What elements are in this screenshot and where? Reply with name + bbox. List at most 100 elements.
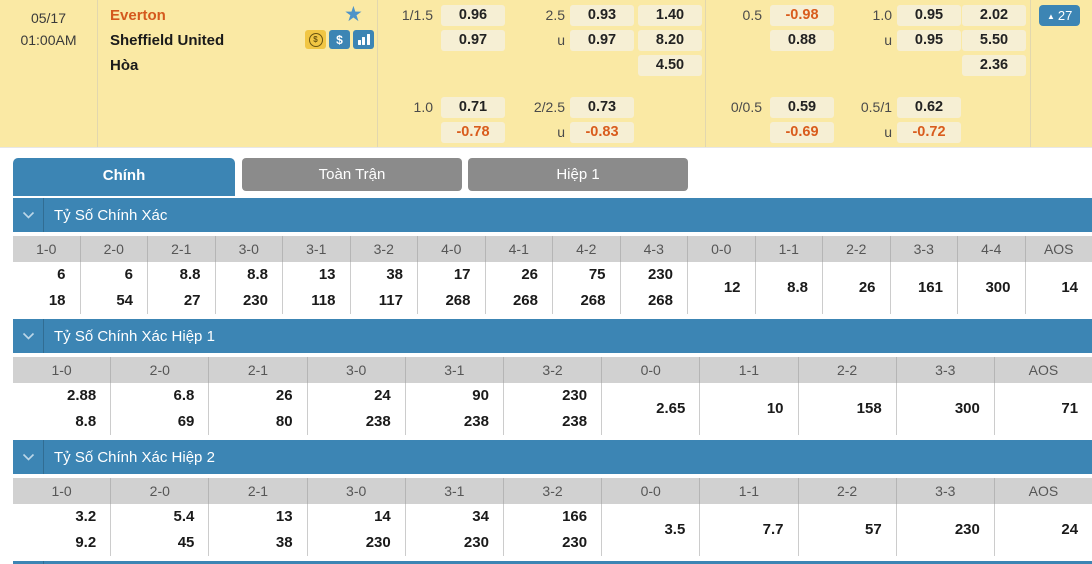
score-odds-cell[interactable]: 2.65 [602, 383, 701, 435]
ft-over-odds[interactable]: 0.93 [570, 5, 634, 26]
chevron-down-icon[interactable] [13, 198, 44, 232]
chevron-down-icon[interactable] [13, 319, 44, 353]
stats-bar-chart-icon[interactable] [353, 30, 374, 49]
score-column-header: 3-2 [504, 478, 603, 504]
ft-under2-odds[interactable]: 0.95 [897, 30, 961, 51]
score-odds-cell[interactable]: 6 54 [81, 262, 148, 314]
score-odds-cell[interactable]: 26 268 [486, 262, 553, 314]
home-team-name: Everton [110, 7, 166, 24]
score-column-header: 1-1 [700, 357, 799, 383]
score-odds-cell[interactable]: 3.2 9.2 [13, 504, 112, 556]
draw-label: Hòa [110, 57, 139, 74]
score-odds-cell[interactable]: 24 [1061, 521, 1079, 538]
markets-content: Chính Toàn Trận Hiệp 1 Tỷ Số Chính Xác 1… [13, 158, 1092, 564]
score-odds-cell[interactable]: 13 118 [283, 262, 351, 314]
score-odds-cell[interactable]: 10 [700, 383, 799, 435]
fh-over-odds[interactable]: 0.73 [570, 97, 634, 118]
score-odds-cell[interactable]: 57 [799, 504, 897, 556]
fh-total2-line: 0.5/1 [860, 99, 892, 115]
score-odds-cell[interactable]: 90 238 [406, 383, 504, 435]
favorite-star-icon[interactable]: ★ [344, 3, 363, 26]
score-odds-cell[interactable]: 3.5 [602, 504, 701, 556]
fh-handicap2-away-odds[interactable]: -0.69 [770, 122, 834, 143]
score-odds-cell[interactable]: 8.8 230 [216, 262, 283, 314]
score-odds-cell[interactable]: 300 [897, 383, 995, 435]
score-odds-cell[interactable]: 14 230 [308, 504, 406, 556]
ft-under-odds[interactable]: 0.97 [570, 30, 634, 51]
score-odds-cell[interactable]: 161 [891, 262, 958, 314]
under-label: u [557, 32, 565, 48]
score-odds-cell[interactable]: 2.88 8.8 [13, 383, 112, 435]
divider [1030, 0, 1031, 147]
score-odds-cell[interactable]: 5.4 45 [111, 504, 210, 556]
fh-under-odds[interactable]: -0.83 [570, 122, 634, 143]
score-column-header: 4-0 [418, 236, 486, 262]
score-odds-cell[interactable]: 14 [1061, 279, 1078, 296]
score-odds-cell[interactable]: 26 [823, 262, 891, 314]
triangle-up-icon: ▲ [1047, 12, 1055, 21]
score-odds-cell[interactable]: 6 18 [13, 262, 81, 314]
score-odds-cell[interactable]: 12 [688, 262, 756, 314]
under-label: u [557, 124, 565, 140]
correct-score-h1-section: Tỷ Số Chính Xác Hiệp 1 1-0 2-0 2-1 3-0 3-1 3-… [13, 319, 1092, 435]
score-odds-cell[interactable]: 8.8 27 [148, 262, 216, 314]
more-markets-badge[interactable]: ▲ 27 [1039, 5, 1081, 26]
ft-handicap-away-odds[interactable]: 0.97 [441, 30, 505, 51]
ft-1x2b-draw-odds[interactable]: 2.36 [962, 55, 1026, 76]
score-odds-cell[interactable]: 38 117 [351, 262, 418, 314]
ft-1x2-home-odds[interactable]: 1.40 [638, 5, 702, 26]
fh-under2-odds[interactable]: -0.72 [897, 122, 961, 143]
fh-handicap2-line: 0/0.5 [730, 99, 762, 115]
fh-handicap2-home-odds[interactable]: 0.59 [770, 97, 834, 118]
score-odds-cell[interactable]: 26 80 [209, 383, 308, 435]
ft-handicap-line: 1/1.5 [401, 7, 433, 23]
score-odds-cell[interactable]: 230 238 [504, 383, 603, 435]
ft-1x2-away-odds[interactable]: 8.20 [638, 30, 702, 51]
ft-1x2b-home-odds[interactable]: 2.02 [962, 5, 1026, 26]
score-odds-cell[interactable]: 71 [1061, 400, 1079, 417]
score-column-header: 2-1 [209, 357, 308, 383]
section-header[interactable]: Tỷ Số Chính Xác Hiệp 1 [13, 319, 1092, 353]
ft-over2-odds[interactable]: 0.95 [897, 5, 961, 26]
score-odds-cell[interactable]: 6.8 69 [111, 383, 210, 435]
coin-dollar-glyph: $ [308, 32, 323, 47]
section-header[interactable]: Tỷ Số Chính Xác [13, 198, 1092, 232]
fh-handicap-home-odds[interactable]: 0.71 [441, 97, 505, 118]
fh-over2-odds[interactable]: 0.62 [897, 97, 961, 118]
score-odds-row: 6 18 6 54 8.8 27 8.8 230 13 118 38 117 17 268 26 268 75 2… [13, 262, 1092, 314]
divider [97, 0, 98, 147]
score-odds-cell[interactable]: 300 [958, 262, 1026, 314]
ft-handicap2-line: 0.5 [742, 7, 762, 23]
promo-coin-icon[interactable]: $ [305, 30, 326, 49]
score-odds-cell[interactable]: 8.8 [756, 262, 823, 314]
score-odds-cell[interactable]: 7.7 [700, 504, 799, 556]
score-odds-cell[interactable]: 230 [897, 504, 995, 556]
score-column-header: 4-3 [621, 236, 688, 262]
score-odds-cell[interactable]: 34 230 [406, 504, 504, 556]
tab-toan-tran[interactable]: Toàn Trận [242, 158, 462, 191]
ft-1x2-draw-odds[interactable]: 4.50 [638, 55, 702, 76]
section-title: Tỷ Số Chính Xác [54, 206, 168, 224]
ft-handicap2-away-odds[interactable]: 0.88 [770, 30, 834, 51]
score-odds-cell[interactable]: 24 238 [308, 383, 406, 435]
next-section-header[interactable] [13, 561, 1092, 564]
ft-handicap-home-odds[interactable]: 0.96 [441, 5, 505, 26]
score-odds-cell[interactable]: 13 38 [209, 504, 308, 556]
tab-chinh[interactable]: Chính [13, 158, 235, 196]
more-markets-count: 27 [1057, 8, 1073, 23]
score-column-header: 4-4 [958, 236, 1026, 262]
score-odds-cell[interactable]: 75 268 [553, 262, 621, 314]
score-odds-cell[interactable]: 166 230 [504, 504, 603, 556]
tab-hiep-1[interactable]: Hiệp 1 [468, 158, 688, 191]
cash-dollar-icon[interactable]: $ [329, 30, 350, 49]
ft-1x2b-away-odds[interactable]: 5.50 [962, 30, 1026, 51]
bar-chart-glyph [357, 34, 370, 45]
ft-handicap2-home-odds[interactable]: -0.98 [770, 5, 834, 26]
score-odds-cell[interactable]: 17 268 [418, 262, 486, 314]
chevron-down-icon[interactable] [13, 440, 44, 474]
section-header[interactable]: Tỷ Số Chính Xác Hiệp 2 [13, 440, 1092, 474]
score-column-header: AOS [1028, 483, 1059, 499]
score-odds-cell[interactable]: 158 [799, 383, 897, 435]
score-odds-cell[interactable]: 230 268 [621, 262, 688, 314]
fh-handicap-away-odds[interactable]: -0.78 [441, 122, 505, 143]
